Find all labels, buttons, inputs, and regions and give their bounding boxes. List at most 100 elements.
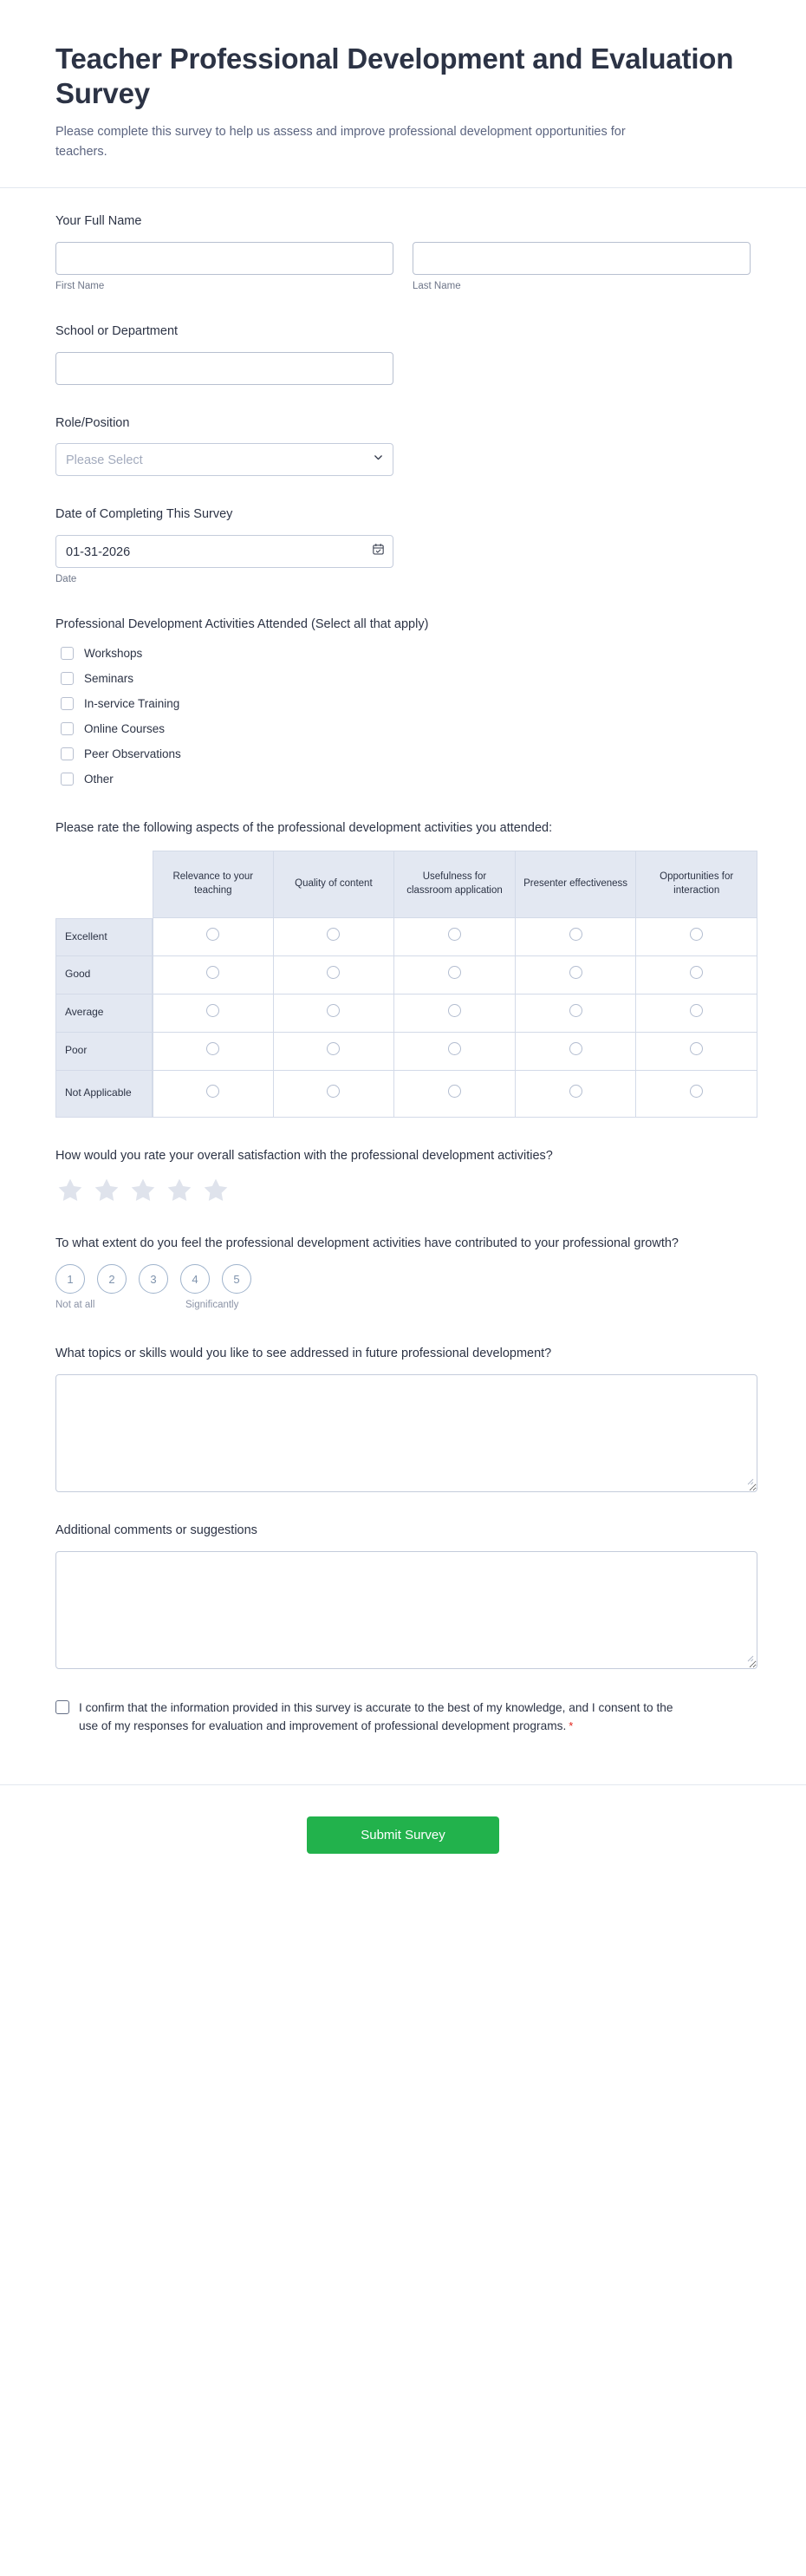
radio-icon[interactable] bbox=[690, 1085, 704, 1098]
star-icon[interactable] bbox=[92, 1176, 121, 1205]
radio-icon[interactable] bbox=[327, 1085, 341, 1098]
school-label: School or Department bbox=[55, 323, 179, 338]
radio-icon[interactable] bbox=[327, 966, 341, 979]
question-topics: What topics or skills would you like to … bbox=[55, 1345, 757, 1492]
role-select-wrap[interactable]: Please Select bbox=[55, 443, 393, 477]
matrix-cell[interactable] bbox=[515, 1032, 637, 1071]
matrix-cell[interactable] bbox=[153, 1032, 274, 1071]
matrix-row-header: Excellent bbox=[55, 917, 153, 956]
checkbox-icon[interactable] bbox=[61, 722, 74, 736]
last-name-input[interactable] bbox=[413, 241, 751, 275]
question-matrix: Please rate the following aspects of the… bbox=[55, 819, 757, 1118]
radio-icon[interactable] bbox=[569, 1004, 582, 1017]
matrix-row: Not Applicable bbox=[55, 1070, 757, 1118]
scale-option[interactable]: 1 bbox=[55, 1264, 85, 1294]
matrix-cell[interactable] bbox=[636, 917, 757, 956]
checkbox-row[interactable]: Online Courses bbox=[55, 721, 751, 738]
radio-icon[interactable] bbox=[690, 1042, 704, 1055]
matrix-cell[interactable] bbox=[636, 955, 757, 995]
checkbox-row[interactable]: Seminars bbox=[55, 670, 751, 688]
matrix-col-header: Opportunities for interaction bbox=[636, 850, 757, 918]
scale-option[interactable]: 4 bbox=[180, 1264, 210, 1294]
radio-icon[interactable] bbox=[327, 928, 341, 941]
radio-icon[interactable] bbox=[206, 1042, 220, 1055]
consent-statement: I confirm that the information provided … bbox=[79, 1700, 673, 1733]
radio-icon[interactable] bbox=[447, 928, 461, 941]
matrix-cell[interactable] bbox=[273, 917, 395, 956]
matrix-cell[interactable] bbox=[636, 1032, 757, 1071]
checkbox-icon[interactable] bbox=[61, 647, 74, 661]
date-wrap[interactable]: 01-31-2026 bbox=[55, 535, 393, 569]
star-icon[interactable] bbox=[128, 1176, 158, 1205]
topics-textarea[interactable] bbox=[55, 1373, 757, 1492]
checkbox-row[interactable]: In-service Training bbox=[55, 695, 751, 713]
radio-icon[interactable] bbox=[569, 928, 582, 941]
matrix-cell[interactable] bbox=[515, 994, 637, 1033]
first-name-sublabel: First Name bbox=[55, 280, 105, 291]
consent-checkbox-icon[interactable] bbox=[55, 1699, 69, 1714]
scale-circle[interactable]: 4 bbox=[180, 1264, 210, 1294]
matrix-row: Average bbox=[55, 994, 757, 1033]
radio-icon[interactable] bbox=[447, 966, 461, 979]
matrix-cell[interactable] bbox=[394, 1070, 516, 1118]
comments-textarea[interactable] bbox=[55, 1550, 757, 1669]
matrix-cell[interactable] bbox=[515, 955, 637, 995]
checkbox-icon[interactable] bbox=[61, 773, 74, 786]
scale-circle[interactable]: 1 bbox=[55, 1264, 85, 1294]
matrix-cell[interactable] bbox=[515, 1070, 637, 1118]
matrix-cell[interactable] bbox=[394, 955, 516, 995]
radio-icon[interactable] bbox=[447, 1004, 461, 1017]
radio-icon[interactable] bbox=[690, 1004, 704, 1017]
matrix-cell[interactable] bbox=[153, 994, 274, 1033]
matrix-cell[interactable] bbox=[153, 1070, 274, 1118]
radio-icon[interactable] bbox=[206, 1085, 220, 1098]
checkbox-icon[interactable] bbox=[61, 747, 74, 761]
matrix-cell[interactable] bbox=[394, 1032, 516, 1071]
consent-row[interactable]: I confirm that the information provided … bbox=[55, 1699, 751, 1736]
scale-option[interactable]: 5 bbox=[222, 1264, 251, 1294]
scale-circle[interactable]: 3 bbox=[139, 1264, 168, 1294]
radio-icon[interactable] bbox=[447, 1042, 461, 1055]
school-input[interactable] bbox=[55, 351, 393, 385]
scale-circle[interactable]: 2 bbox=[97, 1264, 127, 1294]
matrix-cell[interactable] bbox=[515, 917, 637, 956]
checkbox-row[interactable]: Workshops bbox=[55, 645, 751, 662]
radio-icon[interactable] bbox=[569, 1085, 582, 1098]
checkbox-row[interactable]: Other bbox=[55, 771, 751, 788]
matrix-cell[interactable] bbox=[153, 917, 274, 956]
checkbox-icon[interactable] bbox=[61, 697, 74, 711]
matrix-cell[interactable] bbox=[636, 994, 757, 1033]
matrix-cell[interactable] bbox=[636, 1070, 757, 1118]
submit-button[interactable]: Submit Survey bbox=[307, 1816, 499, 1854]
matrix-cell[interactable] bbox=[273, 994, 395, 1033]
matrix-cell[interactable] bbox=[394, 917, 516, 956]
radio-icon[interactable] bbox=[327, 1042, 341, 1055]
date-input[interactable]: 01-31-2026 bbox=[55, 535, 393, 569]
scale-circle[interactable]: 5 bbox=[222, 1264, 251, 1294]
radio-icon[interactable] bbox=[206, 966, 220, 979]
role-select[interactable]: Please Select bbox=[55, 443, 393, 477]
radio-icon[interactable] bbox=[327, 1004, 341, 1017]
matrix-cell[interactable] bbox=[273, 1070, 395, 1118]
checkbox-icon[interactable] bbox=[61, 672, 74, 686]
matrix-cell[interactable] bbox=[273, 1032, 395, 1071]
star-rating[interactable] bbox=[55, 1176, 751, 1205]
checkbox-row[interactable]: Peer Observations bbox=[55, 746, 751, 763]
radio-icon[interactable] bbox=[690, 966, 704, 979]
matrix-cell[interactable] bbox=[273, 955, 395, 995]
radio-icon[interactable] bbox=[690, 928, 704, 941]
matrix-cell[interactable] bbox=[394, 994, 516, 1033]
matrix-cell[interactable] bbox=[153, 955, 274, 995]
scale-option[interactable]: 3 bbox=[139, 1264, 168, 1294]
radio-icon[interactable] bbox=[206, 928, 220, 941]
star-icon[interactable] bbox=[165, 1176, 194, 1205]
radio-icon[interactable] bbox=[569, 1042, 582, 1055]
radio-icon[interactable] bbox=[569, 966, 582, 979]
radio-icon[interactable] bbox=[206, 1004, 220, 1017]
star-icon[interactable] bbox=[201, 1176, 231, 1205]
radio-icon[interactable] bbox=[447, 1085, 461, 1098]
star-icon[interactable] bbox=[55, 1176, 85, 1205]
scale-option[interactable]: 2 bbox=[97, 1264, 127, 1294]
first-name-input[interactable] bbox=[55, 241, 393, 275]
rating-matrix: Relevance to your teaching Quality of co… bbox=[55, 850, 757, 1118]
